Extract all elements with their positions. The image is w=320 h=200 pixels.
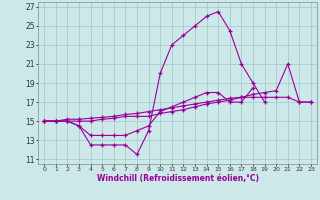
X-axis label: Windchill (Refroidissement éolien,°C): Windchill (Refroidissement éolien,°C) [97,174,259,183]
